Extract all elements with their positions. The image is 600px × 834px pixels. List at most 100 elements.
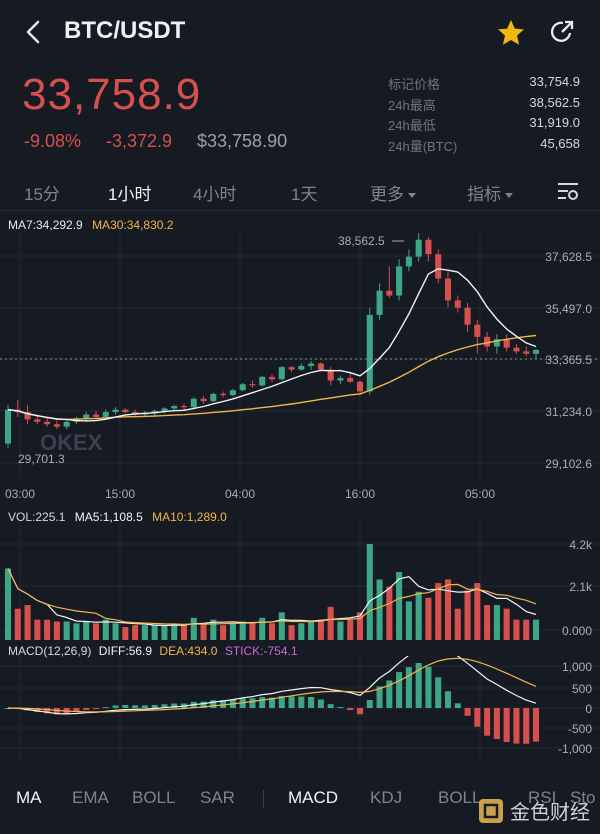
macd-stick <box>308 696 315 708</box>
volume-bar <box>415 591 422 640</box>
vol-ma10-line <box>7 568 537 626</box>
volume-bar <box>376 579 383 640</box>
stat-row: 24h最低 31,919.0 <box>388 115 580 136</box>
volume-bar <box>102 619 109 640</box>
tab-more[interactable]: 更多 <box>370 180 416 205</box>
candle-body <box>63 421 70 427</box>
macd-stick <box>278 695 285 708</box>
candle-body <box>444 278 452 301</box>
tab-sar[interactable]: SAR <box>200 788 235 807</box>
candle-body <box>249 384 256 386</box>
macd-stick <box>523 708 530 744</box>
dropdown-caret-icon <box>408 193 416 199</box>
candlestick-chart[interactable]: OKEX 37,628.5 35,497.0 33,365.5 31,234.0 29,… <box>0 230 600 512</box>
volume-bar <box>210 619 217 640</box>
macd-stick <box>444 691 452 708</box>
volume-bar <box>454 608 461 640</box>
x-tick-label: 16:00 <box>345 487 375 501</box>
candle-body <box>308 363 315 366</box>
candle-body <box>474 324 481 337</box>
tab-boll-sub[interactable]: BOLL <box>438 788 482 807</box>
macd-stick <box>484 708 491 736</box>
volume-bar <box>200 623 207 640</box>
tab-ema[interactable]: EMA <box>72 788 109 807</box>
tab-indicator[interactable]: 指标 <box>467 180 513 205</box>
volume-bar <box>513 619 520 640</box>
volume-bar <box>435 583 442 640</box>
tab-sto[interactable]: Sto <box>570 788 596 807</box>
macd-stick <box>386 680 393 708</box>
macd-chart[interactable]: 1,000 500 0 -500 -1,000 <box>0 656 600 762</box>
volume-bar <box>444 579 452 640</box>
macd-stick <box>376 686 383 708</box>
candle-body <box>288 367 295 370</box>
macd-stick <box>317 699 324 708</box>
diff-label: DIFF:56.9 <box>98 644 153 658</box>
volume-bar <box>122 626 129 640</box>
volume-bar <box>24 605 31 640</box>
tab-15m[interactable]: 15分 <box>24 185 60 204</box>
macd-stick <box>112 705 119 708</box>
candle-body <box>24 412 31 420</box>
macd-stick <box>347 708 354 711</box>
candle-body <box>161 408 168 411</box>
macd-stick <box>44 708 51 714</box>
back-arrow-icon[interactable] <box>22 18 46 46</box>
candle-body <box>503 339 510 348</box>
macd-stick <box>210 700 217 708</box>
volume-bar <box>53 621 60 640</box>
volume-bar <box>337 621 344 640</box>
candle-body <box>34 419 41 422</box>
macd-stick <box>200 701 207 708</box>
candle-body <box>259 376 266 386</box>
candle-body <box>4 409 12 444</box>
volume-bar <box>14 608 21 640</box>
macd-stick <box>474 708 481 727</box>
tab-4h[interactable]: 4小时 <box>193 185 237 204</box>
macd-stick <box>405 667 412 708</box>
candle-body <box>405 256 412 267</box>
candle-body <box>464 307 471 325</box>
candle-body <box>229 390 236 396</box>
tab-kdj[interactable]: KDJ <box>370 788 403 807</box>
volume-bar <box>259 617 266 640</box>
candle-body <box>415 239 422 257</box>
volume-bar <box>161 625 168 640</box>
chart-settings-icon[interactable] <box>556 181 580 201</box>
star-icon[interactable] <box>496 18 526 48</box>
volume-bar <box>190 617 197 640</box>
stick-label: STICK:-754.1 <box>224 644 298 658</box>
x-tick-label: 04:00 <box>225 487 255 501</box>
ma30-line <box>7 334 537 421</box>
candle-body <box>112 409 119 413</box>
macd-stick <box>493 708 500 740</box>
tab-ma[interactable]: MA <box>16 788 42 807</box>
usd-price: $33,758.90 <box>197 131 288 151</box>
macd-stick <box>298 696 305 708</box>
stat-label: 24h最低 <box>388 118 436 133</box>
tab-boll[interactable]: BOLL <box>132 788 176 807</box>
volume-chart[interactable]: 4.2k 2.1k 0.000 <box>0 522 600 642</box>
tab-1h[interactable]: 1小时 <box>108 185 152 204</box>
interval-tabs: 15分 1小时 4小时 1天 更多 指标 <box>0 176 600 206</box>
tab-macd[interactable]: MACD <box>288 788 339 807</box>
macd-stick <box>259 697 266 708</box>
volume-bar <box>532 619 540 640</box>
macd-stick <box>513 708 520 744</box>
y-tick-label: -500 <box>568 722 592 736</box>
tab-1d[interactable]: 1天 <box>291 185 318 204</box>
y-tick-label: 0 <box>585 702 592 716</box>
divider <box>0 210 600 211</box>
candle-body <box>268 376 276 380</box>
share-icon[interactable] <box>548 18 576 46</box>
dea-label: DEA:434.0 <box>159 644 218 658</box>
macd-stick <box>122 704 129 708</box>
tab-rsi[interactable]: RSI <box>528 788 557 807</box>
volume-bar <box>34 619 41 640</box>
vol-label: VOL:225.1 <box>8 510 66 524</box>
ma7-line <box>7 268 537 422</box>
stat-label: 24h量(BTC) <box>388 138 458 154</box>
pair-title[interactable]: BTC/USDT <box>64 17 186 44</box>
candle-body <box>356 381 364 392</box>
ma30-label: MA30:34,830.2 <box>92 218 174 232</box>
